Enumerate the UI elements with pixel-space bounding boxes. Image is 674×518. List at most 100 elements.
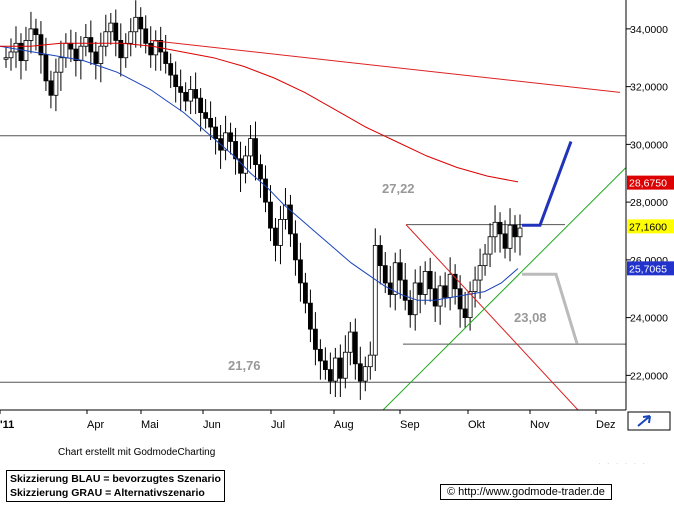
candle-body <box>168 63 174 76</box>
candle-body <box>123 42 129 59</box>
axes: 22,000024,000026,000028,000030,000032,00… <box>0 0 668 431</box>
candle-body <box>268 201 273 229</box>
series-line-1 <box>0 45 519 301</box>
candlesticks <box>3 0 523 400</box>
candle-body <box>128 31 134 44</box>
candle-body <box>263 178 268 203</box>
x-tick-label: Sep <box>400 419 420 431</box>
candle-body <box>273 227 278 246</box>
candle-body <box>327 369 333 382</box>
candle-body <box>392 262 398 295</box>
candle-body <box>467 291 473 319</box>
candle-body <box>103 31 109 47</box>
candle-body <box>153 40 159 56</box>
candle-body <box>407 299 413 316</box>
series-line-6 <box>522 140 573 227</box>
candle-body <box>3 57 9 60</box>
candle-body <box>367 354 373 368</box>
candle-body <box>48 80 54 96</box>
candle-body <box>447 273 453 298</box>
decorative-dots: · · · · · · <box>598 459 648 468</box>
candle-body <box>342 351 348 379</box>
candle-body <box>442 285 448 298</box>
x-tick-label: Okt <box>468 419 485 431</box>
candle-body <box>397 262 403 281</box>
candle-body <box>337 357 343 379</box>
indicator-lines <box>0 39 627 411</box>
candle-body <box>233 141 238 160</box>
candle-body <box>432 288 438 307</box>
candle-body <box>163 51 169 64</box>
y-tick-label: 22,0000 <box>630 370 668 382</box>
candle-body <box>143 28 149 44</box>
candle-body <box>507 224 513 249</box>
candle-body <box>437 285 443 307</box>
series-line-3 <box>149 39 621 93</box>
candle-body <box>73 48 79 62</box>
candle-body <box>377 245 383 267</box>
candle-body <box>53 71 59 96</box>
candle-body <box>452 273 458 290</box>
candle-body <box>173 74 179 88</box>
candle-body <box>497 221 503 235</box>
corner-button[interactable] <box>627 411 671 431</box>
candle-body <box>347 331 353 353</box>
candle-body <box>108 22 114 33</box>
series-line-2 <box>0 42 519 183</box>
candle-body <box>58 57 64 73</box>
candle-body <box>362 366 368 382</box>
level-label: 23,08 <box>514 310 547 325</box>
candle-body <box>502 233 508 249</box>
candle-body <box>487 236 493 255</box>
candle-body <box>33 28 39 36</box>
x-tick-label: Aug <box>334 419 354 431</box>
candle-body <box>198 97 204 114</box>
candle-body <box>372 245 378 356</box>
price-tag-label: 27,1600 <box>629 221 667 233</box>
candle-body <box>427 271 433 290</box>
candle-body <box>18 42 24 62</box>
candle-body <box>8 51 14 59</box>
y-tick-label: 28,0000 <box>630 197 668 209</box>
candle-body <box>512 224 518 238</box>
candle-body <box>317 348 323 362</box>
candle-body <box>203 112 209 119</box>
candle-body <box>332 357 338 382</box>
candle-body <box>382 265 388 284</box>
chart-credit: Chart erstellt mit GodmodeCharting <box>58 447 216 458</box>
candle-body <box>68 42 74 50</box>
candle-body <box>113 22 119 41</box>
candle-body <box>213 126 218 139</box>
candle-body <box>43 54 49 82</box>
candle-body <box>462 308 468 319</box>
arrow-icon <box>637 415 651 427</box>
candle-body <box>188 89 194 102</box>
candle-body <box>357 363 363 382</box>
price-tag-label: 28,6750 <box>629 178 667 190</box>
candle-body <box>13 42 19 53</box>
candle-body <box>243 155 248 174</box>
candle-body <box>253 138 258 165</box>
candle-body <box>422 271 428 295</box>
level-label: 27,22 <box>382 181 415 196</box>
x-tick-label: Dez <box>596 419 616 431</box>
candle-body <box>83 37 89 47</box>
level-label: 21,76 <box>228 358 261 373</box>
candle-body <box>402 279 408 301</box>
source-url[interactable]: © http://www.godmode-trader.de <box>440 484 612 500</box>
candle-body <box>138 16 144 30</box>
candle-body <box>133 16 139 33</box>
candle-body <box>178 86 184 93</box>
legend-blue: Skizzierung BLAU = bevorzugtes Szenario <box>10 473 221 485</box>
x-tick-label: Nov <box>530 419 550 431</box>
horizontal-levels: 27,22 23,08 21,76 <box>0 135 626 383</box>
candle-body <box>183 91 189 102</box>
series-line-5 <box>382 167 627 411</box>
candle-body <box>517 227 523 238</box>
price-tag-box <box>627 219 674 234</box>
candle-body <box>352 331 358 365</box>
candle-body <box>322 360 328 370</box>
candle-body <box>98 45 104 64</box>
candle-body <box>78 45 84 62</box>
